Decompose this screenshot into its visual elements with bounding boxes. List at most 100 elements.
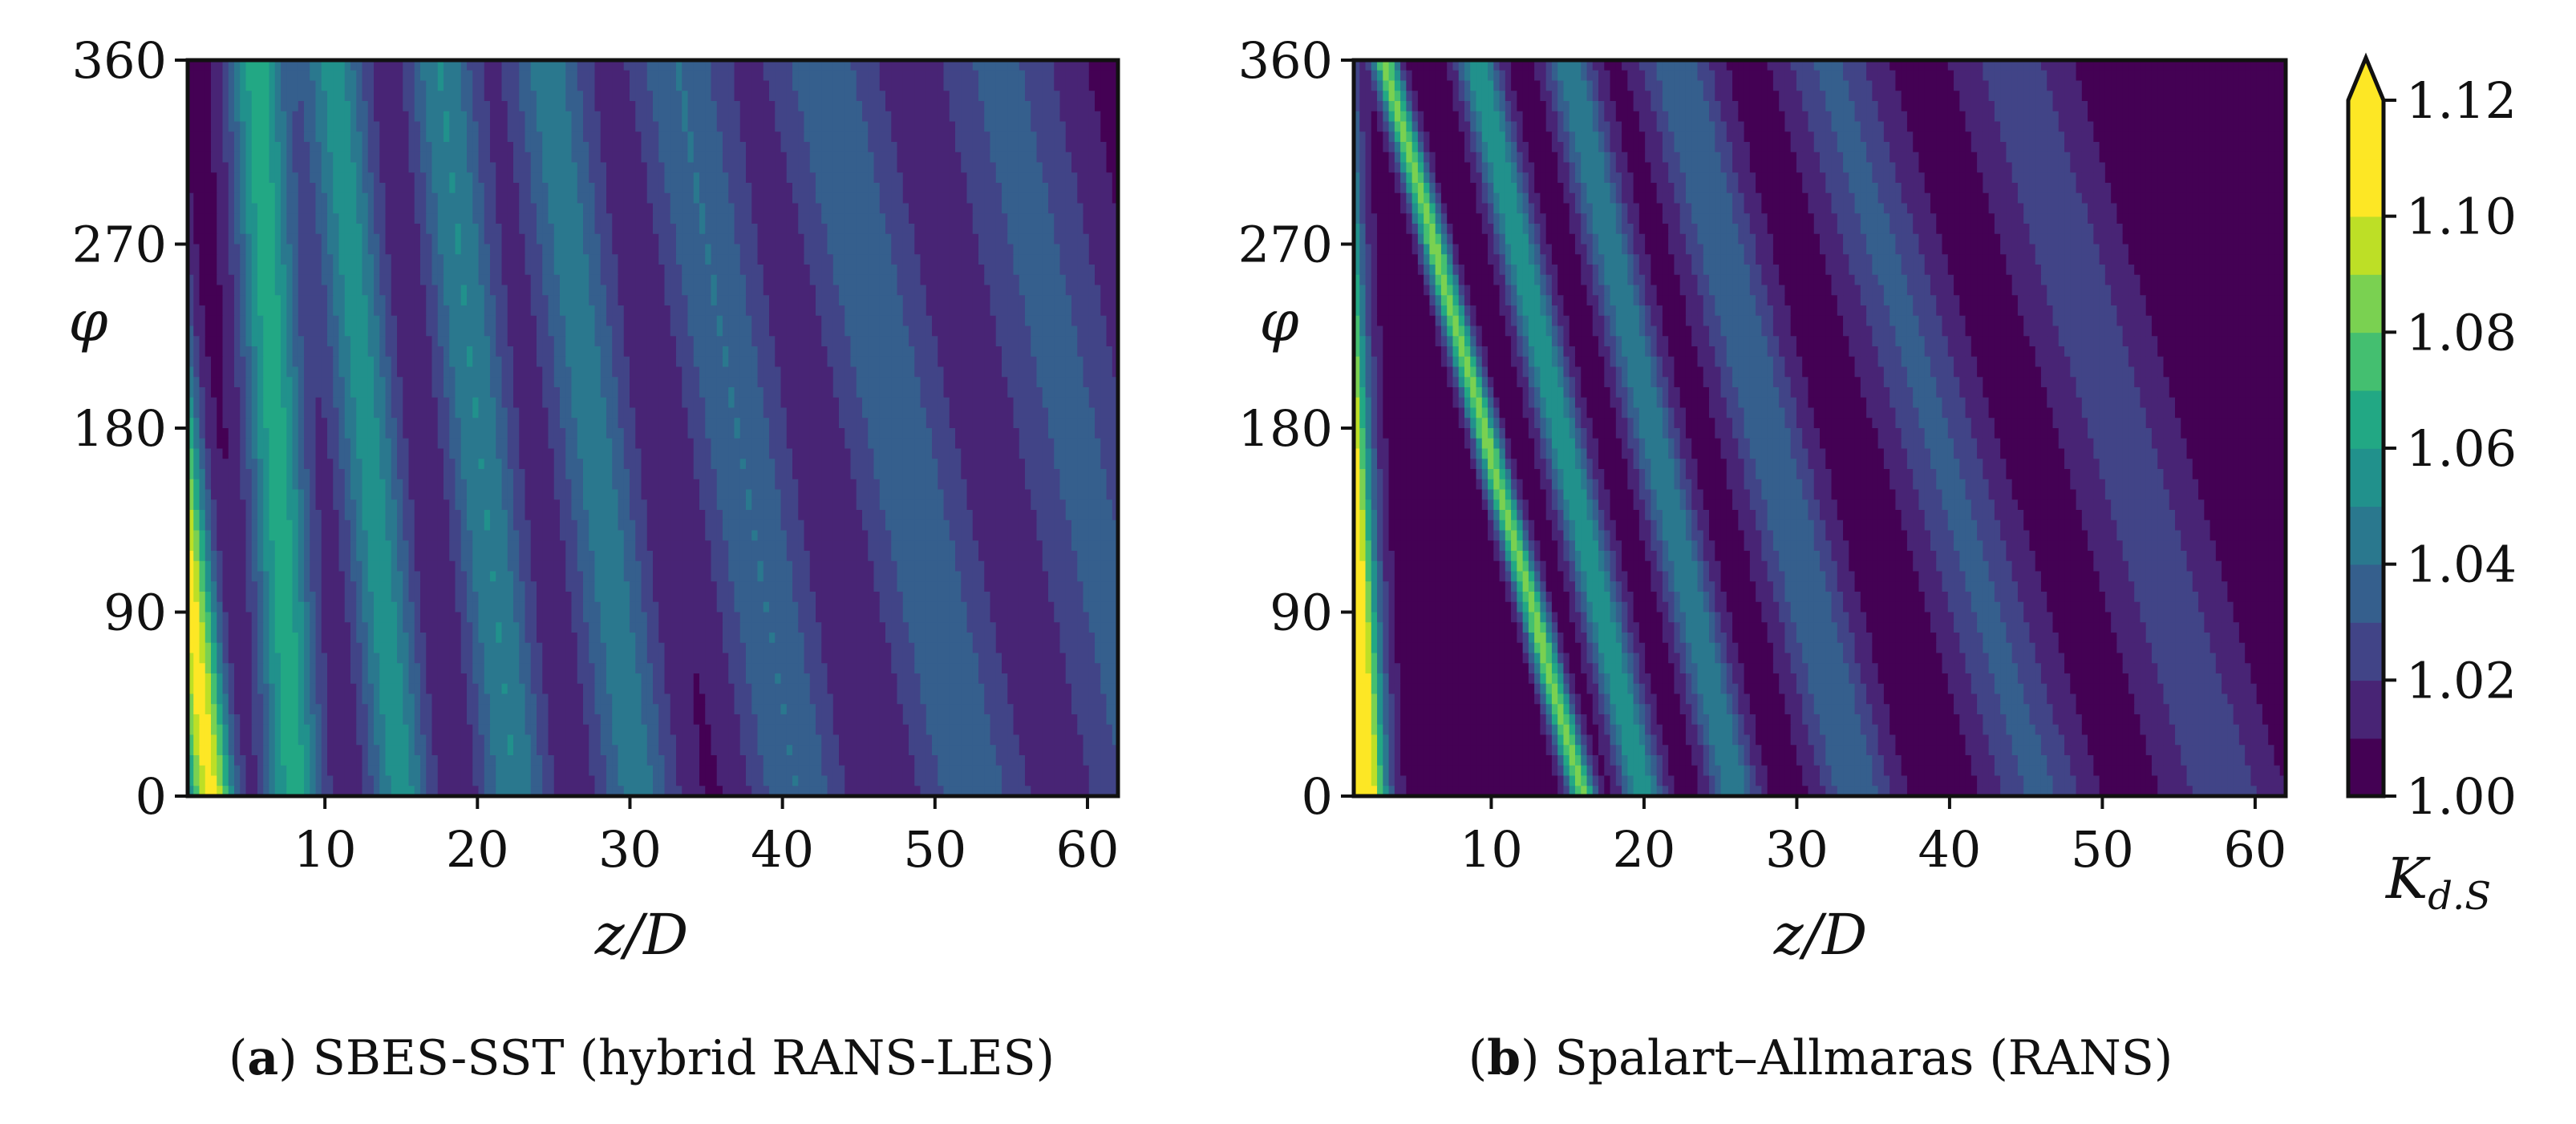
panel-a-cell [932, 60, 938, 71]
panel-a-cell [565, 183, 573, 194]
panel-a-cell [484, 60, 491, 71]
panel-a-cell [286, 254, 294, 265]
panel-a-cell [792, 192, 799, 204]
panel-a-cell [868, 162, 875, 173]
panel-a-cell [816, 213, 822, 224]
panel-a-cell [350, 192, 357, 204]
panel-a-cell [1025, 233, 1031, 245]
panel-a-cell [1088, 285, 1096, 296]
panel-a-cell [1031, 131, 1038, 143]
panel-a-cell [513, 162, 520, 173]
panel-a-cell [553, 254, 561, 265]
panel-a-cell [687, 152, 695, 164]
panel-a-cell [507, 224, 514, 235]
panel-a-cell [385, 80, 392, 91]
panel-a-cell [484, 111, 491, 123]
panel-a-cell [909, 366, 915, 378]
panel-a-cell [251, 356, 258, 368]
panel-a-cell [716, 366, 723, 378]
panel-a-cell [612, 121, 619, 132]
panel-a-cell [949, 213, 956, 224]
panel-a-cell [728, 366, 735, 378]
panel-a-cell [961, 233, 968, 245]
panel-a-cell [1019, 80, 1026, 91]
panel-a-cell [832, 274, 840, 286]
panel-a-cell [879, 356, 886, 368]
panel-a-cell [763, 203, 770, 214]
panel-a-cell [1112, 80, 1118, 91]
panel-a-cell [444, 70, 450, 82]
panel-a-cell [257, 244, 264, 255]
panel-a-cell [1100, 192, 1108, 204]
panel-a-cell [990, 295, 997, 306]
panel-a-cell [938, 121, 945, 132]
panel-a-cell [1048, 315, 1055, 327]
panel-a-cell [484, 295, 491, 306]
panel-a-cell [472, 172, 480, 184]
panel-a-cell [408, 131, 415, 143]
panel-a-cell [333, 336, 340, 347]
panel-a-cell [281, 346, 287, 358]
panel-a-cell [699, 265, 706, 276]
panel-a-cell [646, 315, 654, 327]
panel-a-cell [251, 254, 258, 265]
panel-a-cell [1054, 315, 1061, 327]
panel-a-cell [723, 295, 729, 306]
panel-a-cell [1013, 131, 1020, 143]
panel-a-cell [298, 101, 305, 112]
panel-a-cell [885, 101, 892, 112]
panel-a-cell [600, 336, 607, 347]
panel-a-cell [344, 233, 351, 245]
panel-a-cell [723, 80, 729, 91]
panel-a-cell [978, 192, 985, 204]
panel-a-cell [600, 192, 607, 204]
panel-a-cell [751, 356, 759, 368]
panel-a-cell [245, 172, 253, 184]
panel-a-cell [548, 224, 555, 235]
panel-a-cell [548, 346, 555, 358]
panel-a-cell [995, 265, 1002, 276]
panel-a-cell [292, 265, 299, 276]
panel-a-cell [537, 233, 543, 245]
panel-a-cell [618, 91, 625, 102]
panel-a-cell [682, 325, 689, 337]
panel-a-cell [403, 101, 410, 112]
panel-a-cell [757, 172, 764, 184]
panel-a-cell [612, 336, 619, 347]
panel-a-cell [1112, 305, 1118, 317]
panel-a-cell [304, 60, 310, 71]
panel-a-cell [431, 233, 439, 245]
panel-a-cell [1077, 233, 1084, 245]
panel-a-cell [653, 192, 659, 204]
panel-a-cell [1042, 142, 1049, 153]
panel-a-cell [1042, 336, 1049, 347]
panel-a-cell [734, 315, 741, 327]
panel-a-cell [356, 285, 363, 296]
panel-a-cell [431, 152, 439, 164]
panel-a-cell [501, 244, 508, 255]
panel-a-cell [222, 377, 229, 388]
panel-a-cell [844, 152, 852, 164]
panel-a-cell [682, 80, 689, 91]
panel-a-cell [1019, 183, 1026, 194]
panel-a-cell [553, 325, 561, 337]
panel-a-cell [798, 142, 805, 153]
panel-a-cell [455, 305, 462, 317]
panel-a-cell [1077, 142, 1084, 153]
panel-a-cell [374, 131, 380, 143]
panel-a-cell [1100, 80, 1108, 91]
panel-a-cell [792, 80, 799, 91]
panel-a-cell [769, 346, 776, 358]
panel-a-cell [240, 131, 247, 143]
panel-a-cell [885, 121, 892, 132]
panel-a-cell [641, 305, 648, 317]
panel-a-cell [478, 224, 485, 235]
panel-a-cell [321, 254, 328, 265]
panel-a-cell [571, 244, 578, 255]
panel-a-cell [809, 346, 816, 358]
panel-a-cell [1054, 366, 1061, 378]
panel-a-cell [1048, 233, 1055, 245]
panel-a-cell [525, 142, 532, 153]
panel-a-cell [658, 213, 666, 224]
panel-a-cell [263, 152, 270, 164]
